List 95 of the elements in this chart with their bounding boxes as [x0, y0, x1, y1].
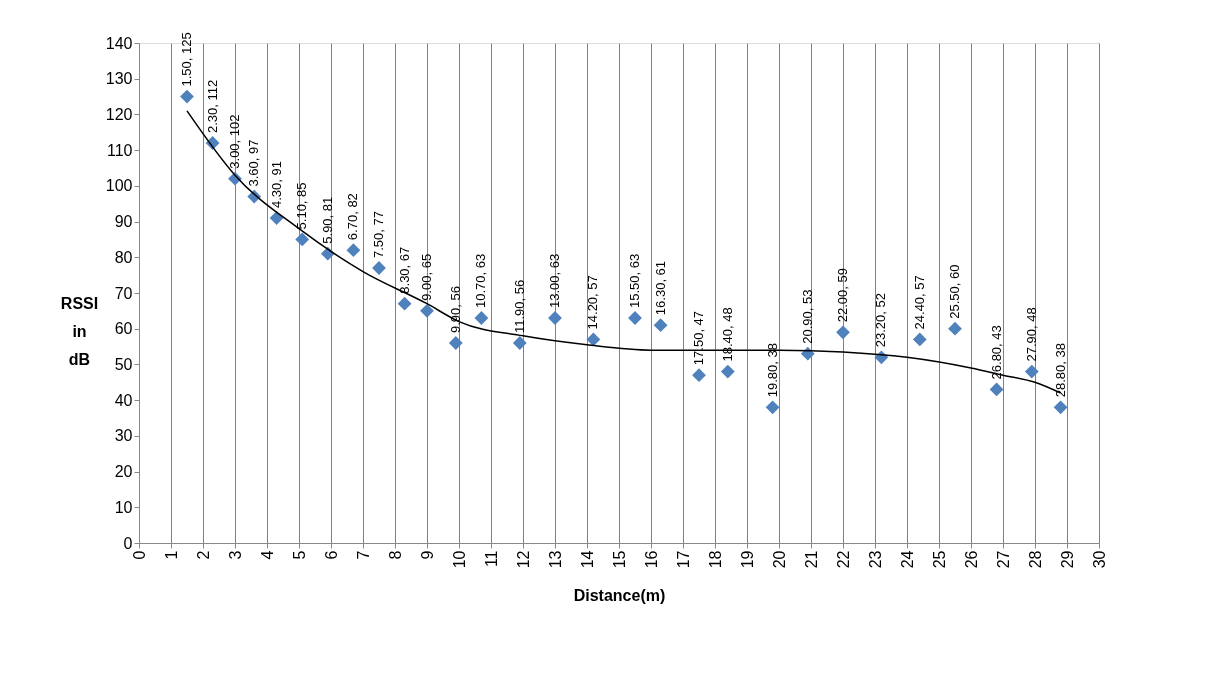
x-tick-label: 5 — [290, 550, 308, 560]
x-tick-label: 18 — [706, 550, 724, 569]
data-label: 17.50, 47 — [691, 310, 706, 366]
x-tick-label: 20 — [770, 550, 788, 569]
x-tick-label: 26 — [962, 550, 980, 569]
x-tick-label: 24 — [898, 550, 916, 569]
data-label: 23.20, 52 — [873, 293, 889, 348]
data-label: 13.00, 63 — [547, 253, 562, 308]
point — [474, 311, 489, 325]
point — [720, 364, 735, 379]
data-label: 3.00, 102 — [227, 114, 242, 169]
data-label: 11.90, 56 — [511, 279, 527, 333]
y-tick-label: 90 — [114, 213, 133, 231]
point — [397, 296, 412, 311]
y-tick-label: 120 — [105, 105, 133, 123]
data-label: 27.90, 48 — [1023, 307, 1039, 362]
x-tick-label: 15 — [610, 550, 628, 569]
x-tick-label: 2 — [194, 550, 212, 560]
y-tick-label: 20 — [114, 463, 133, 481]
x-tick-label: 25 — [930, 550, 948, 569]
data-label: 6.70, 82 — [345, 193, 361, 241]
point — [295, 232, 310, 247]
data-label: 2.30, 112 — [204, 79, 220, 133]
x-tick-label: 27 — [994, 550, 1012, 569]
data-label: 16.30, 61 — [652, 260, 668, 316]
x-tick-label: 10 — [450, 550, 468, 569]
x-tick-label: 12 — [514, 550, 532, 569]
y-tick-label: 50 — [114, 355, 133, 373]
point — [180, 89, 194, 104]
data-label: 19.80, 38 — [764, 343, 780, 398]
x-tick-label: 8 — [386, 550, 404, 560]
point — [948, 321, 962, 336]
x-tick-label: 28 — [1026, 550, 1044, 569]
y-tick-label: 130 — [105, 70, 133, 88]
x-tick-label: 13 — [546, 550, 564, 569]
x-tick-label: 0 — [130, 550, 148, 560]
y-tick-label: 140 — [105, 34, 133, 52]
x-tick-label: 17 — [674, 550, 692, 569]
y-tick-label: 10 — [114, 498, 133, 516]
data-label: 8.30, 67 — [396, 246, 412, 294]
point — [989, 382, 1004, 397]
point — [653, 318, 668, 333]
y-tick-label: 100 — [105, 177, 133, 195]
data-label: 10.70, 63 — [473, 253, 489, 308]
data-label: 3.60, 97 — [246, 139, 262, 187]
point — [448, 336, 463, 350]
x-tick-label: 11 — [482, 550, 500, 568]
data-label: 7.50, 77 — [371, 211, 386, 258]
point — [346, 243, 361, 258]
x-tick-label: 22 — [834, 550, 852, 569]
data-label: 9.90, 56 — [447, 286, 463, 333]
y-tick-label: 40 — [114, 391, 133, 409]
y-axis-title: RSSI in dB — [60, 294, 99, 368]
x-tick-label: 7 — [354, 550, 372, 560]
x-tick-label: 23 — [866, 550, 884, 569]
data-label: 14.20, 57 — [585, 275, 601, 330]
data-label: 5.10, 85 — [294, 182, 310, 230]
data-label: 22.00, 59 — [835, 268, 850, 323]
point — [420, 303, 434, 318]
x-tick-label: 21 — [802, 550, 820, 569]
point — [912, 332, 927, 347]
data-label: 1.50, 125 — [179, 32, 194, 87]
point — [512, 336, 527, 350]
y-tick-label: 60 — [114, 320, 133, 338]
x-tick-label: 6 — [322, 550, 340, 560]
x-tick-label: 16 — [642, 550, 660, 569]
data-label: 25.50, 60 — [947, 264, 962, 319]
point — [586, 332, 601, 347]
x-tick-label: 14 — [578, 550, 596, 569]
x-tick-label: 29 — [1058, 550, 1076, 569]
x-tick-label: 3 — [226, 550, 244, 560]
x-tick-label: 19 — [738, 550, 756, 569]
data-label: 9.00, 65 — [419, 253, 434, 301]
x-tick-label: 1 — [162, 550, 180, 560]
data-label: 26.80, 43 — [988, 325, 1004, 380]
y-tick-label: 70 — [114, 284, 133, 302]
y-tick-label: 110 — [106, 141, 133, 159]
x-tick-label: 30 — [1090, 550, 1108, 569]
point — [836, 325, 850, 340]
y-tick-label: 80 — [114, 248, 133, 266]
point — [765, 400, 780, 415]
y-tick-label: 30 — [114, 427, 133, 445]
x-tick-label: 4 — [258, 550, 276, 560]
data-label: 5.90, 81 — [319, 196, 335, 244]
data-label: 18.40, 48 — [719, 307, 735, 362]
point — [1024, 364, 1039, 379]
data-label: 15.50, 63 — [627, 253, 642, 308]
data-label: 28.80, 38 — [1052, 343, 1068, 398]
data-label: 20.90, 53 — [799, 289, 815, 344]
point — [1053, 400, 1068, 415]
x-axis-title: Distance(m) — [573, 587, 666, 605]
point — [692, 368, 706, 383]
data-label: 4.30, 91 — [268, 161, 284, 208]
x-tick-label: 9 — [418, 550, 436, 560]
data-label: 24.40, 57 — [911, 275, 927, 330]
